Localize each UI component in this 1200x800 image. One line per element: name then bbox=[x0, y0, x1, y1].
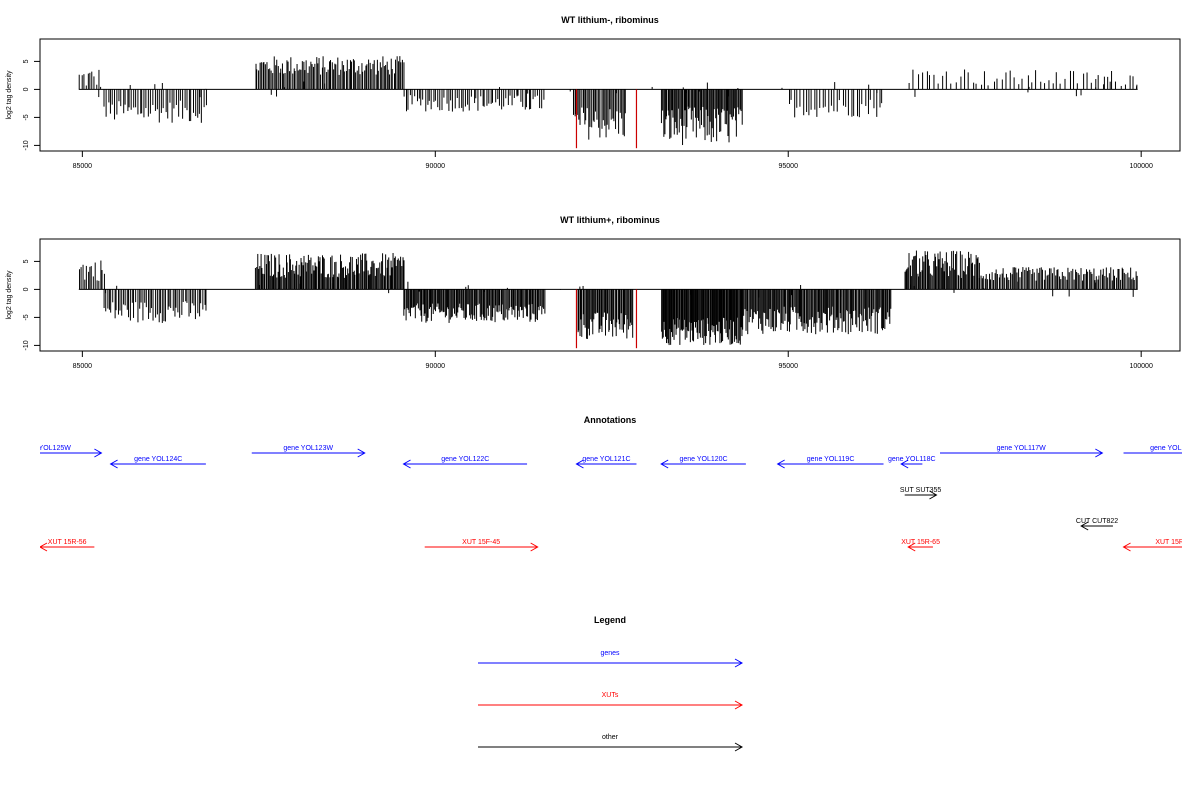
feature-label: gene YOL118C bbox=[888, 456, 936, 463]
annotation-feature: gene YOL119C bbox=[776, 456, 884, 469]
annotation-feature: gene YOL118C bbox=[888, 456, 936, 469]
feature-label: gene YOL122C bbox=[441, 456, 489, 463]
annotation-feature: gene YOL116W bbox=[1123, 445, 1200, 454]
legend-label: genes bbox=[600, 650, 620, 657]
legend-item: other bbox=[478, 734, 744, 752]
feature-label: XUT 15R-65 bbox=[901, 539, 940, 546]
feature-label: XUT 15R-66 bbox=[1155, 539, 1194, 546]
annotation-feature: CUT CUT822 bbox=[1076, 518, 1118, 531]
annotation-feature: gene YOL123W bbox=[251, 445, 366, 458]
y-tick-label: 0 bbox=[23, 87, 30, 91]
y-axis-label: log2 tag density bbox=[6, 270, 13, 320]
legend-items: genes XUTs other bbox=[478, 650, 744, 752]
legend-item: genes bbox=[478, 650, 744, 668]
y-tick-label: -10 bbox=[23, 140, 30, 150]
y-axis-label: log2 tag density bbox=[6, 70, 13, 120]
feature-label: gene YOL123W bbox=[283, 445, 333, 452]
track-lithium-plus: WT lithium+, ribominus log2 tag density … bbox=[6, 215, 1181, 370]
bar-series bbox=[78, 56, 1138, 149]
annotation-feature: XUT 15R-56 bbox=[40, 539, 95, 552]
annotation-feature: gene YOL117W bbox=[940, 445, 1104, 458]
plot-frame bbox=[39, 238, 1181, 352]
legend-item: XUTs bbox=[478, 692, 744, 710]
annotation-feature: gene YOL120C bbox=[660, 456, 746, 469]
track-lithium-minus: WT lithium-, ribominus log2 tag density … bbox=[6, 15, 1181, 170]
x-tick-label: 85000 bbox=[73, 363, 93, 370]
legend-title: Legend bbox=[594, 615, 626, 625]
feature-label: gene YOL121C bbox=[582, 456, 630, 463]
feature-label: XUT 15R-56 bbox=[48, 539, 87, 546]
legend-label: other bbox=[602, 734, 619, 741]
track-title: WT lithium+, ribominus bbox=[560, 215, 660, 225]
x-tick-label: 90000 bbox=[426, 163, 446, 170]
x-tick-label: 100000 bbox=[1129, 163, 1152, 170]
y-tick-label: 0 bbox=[23, 287, 30, 291]
feature-label: SUT SUT355 bbox=[900, 487, 942, 494]
feature-layer: gene YOL125W gene YOL124C gene YOL123W gene… bbox=[21, 445, 1200, 552]
feature-label: gene YOL124C bbox=[134, 456, 182, 463]
y-tick-label: -5 bbox=[23, 114, 30, 120]
y-tick-label: 5 bbox=[23, 259, 30, 263]
annotation-feature: XUT 15R-66 bbox=[1122, 539, 1194, 552]
feature-label: gene YOL117W bbox=[997, 445, 1047, 452]
feature-label: XUT 15F-45 bbox=[462, 539, 500, 546]
x-tick-label: 95000 bbox=[779, 163, 799, 170]
plot-frame bbox=[39, 38, 1181, 152]
y-tick-label: -5 bbox=[23, 314, 30, 320]
x-tick-label: 100000 bbox=[1129, 363, 1152, 370]
annotation-features: gene YOL125W gene YOL124C gene YOL123W gene… bbox=[21, 445, 1200, 552]
legend-panel: Legend genes XUTs other bbox=[478, 615, 744, 752]
bar-series bbox=[78, 250, 1138, 349]
legend-label: XUTs bbox=[602, 692, 619, 699]
x-tick-label: 95000 bbox=[779, 363, 799, 370]
annotation-feature: XUT 15R-65 bbox=[901, 539, 940, 552]
annotations-title: Annotations bbox=[584, 415, 637, 425]
feature-label: gene YOL119C bbox=[807, 456, 855, 463]
annotation-feature: gene YOL121C bbox=[575, 456, 637, 469]
y-tick-label: 5 bbox=[23, 59, 30, 63]
track-title: WT lithium-, ribominus bbox=[561, 15, 659, 25]
feature-label: gene YOL116W bbox=[1150, 445, 1200, 452]
feature-label: CUT CUT822 bbox=[1076, 518, 1118, 525]
x-tick-label: 85000 bbox=[73, 163, 93, 170]
feature-label: gene YOL125W bbox=[21, 445, 71, 452]
annotation-feature: gene YOL122C bbox=[402, 456, 528, 469]
axis-ticks: -10 -5 0 5 85000 90000 95000 100000 bbox=[23, 259, 1153, 370]
feature-label: gene YOL120C bbox=[679, 456, 727, 463]
annotation-feature: SUT SUT355 bbox=[900, 487, 942, 500]
annotation-feature: XUT 15F-45 bbox=[424, 539, 539, 552]
axis-ticks: -10 -5 0 5 85000 90000 95000 100000 bbox=[23, 59, 1153, 170]
annotation-feature: gene YOL125W bbox=[21, 445, 103, 458]
x-tick-label: 90000 bbox=[426, 363, 446, 370]
y-tick-label: -10 bbox=[23, 340, 30, 350]
annotation-feature: gene YOL124C bbox=[109, 456, 206, 469]
